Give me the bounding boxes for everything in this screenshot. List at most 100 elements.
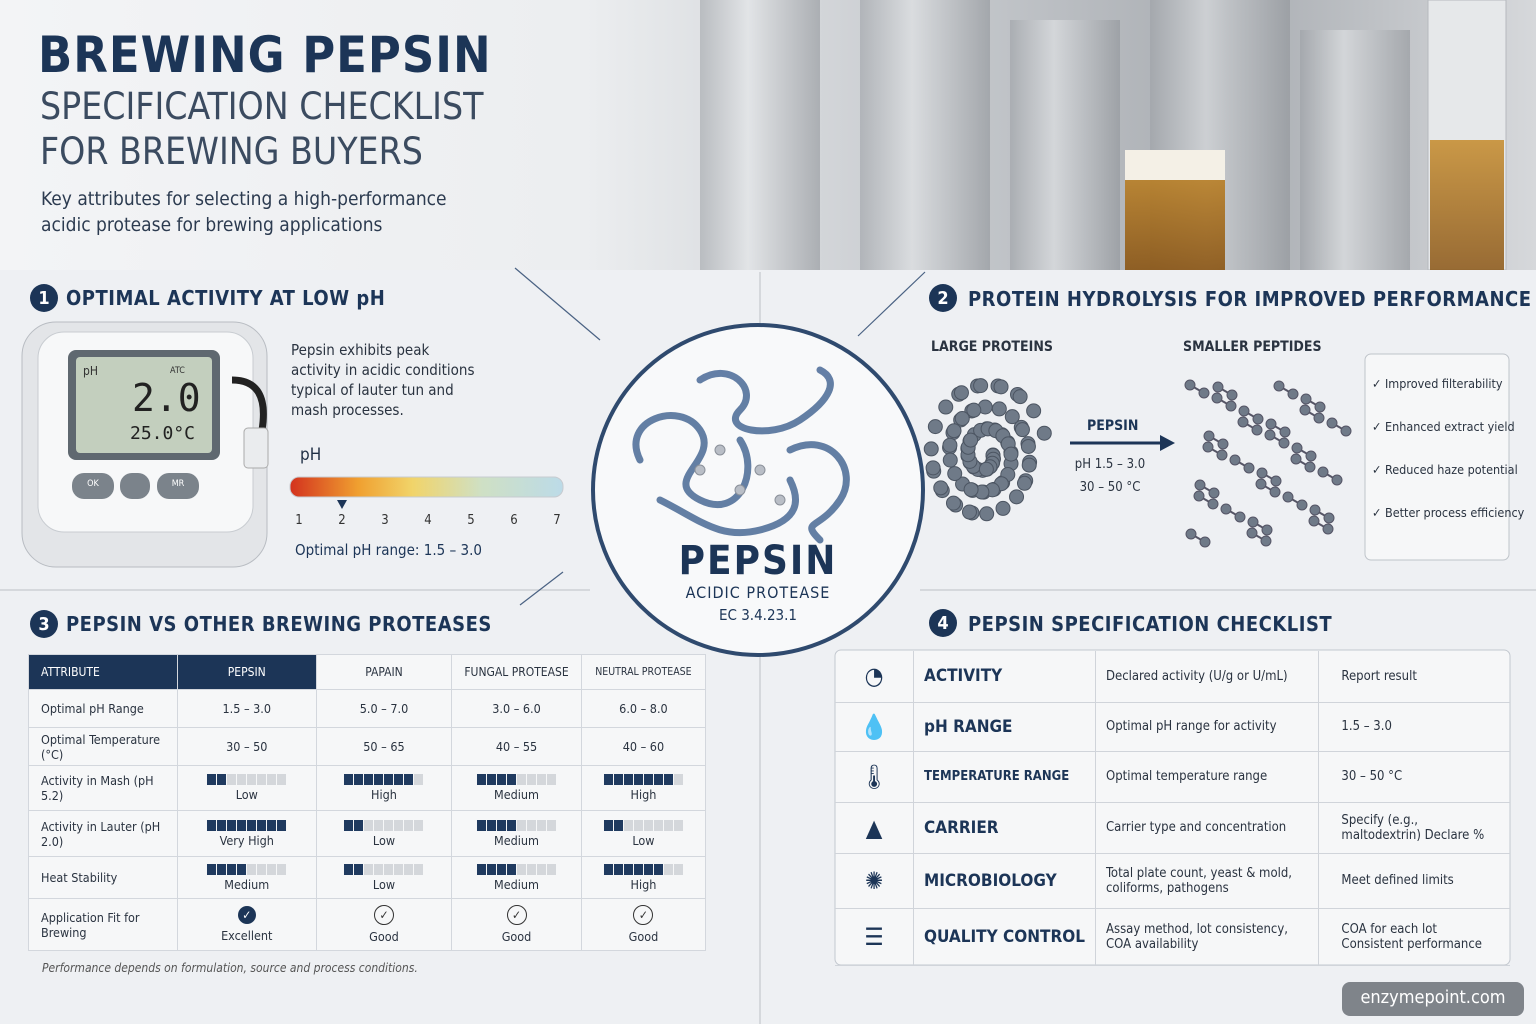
rating-square [537,863,547,875]
table-header: ATTRIBUTE PEPSIN PAPAIN FUNGAL PROTEASE NEUT… [28,654,707,690]
peptide-atom [1246,527,1258,539]
benefit: ✓ Reduced haze potential [1372,462,1518,477]
peptide-atom [1265,418,1277,430]
table-cell: ✓ Good [315,898,453,951]
rating-square [487,774,497,785]
protein-sphere [979,506,995,522]
table-cell: 1.5 – 3.0 [176,689,317,728]
peptide-atom [1220,503,1232,515]
scale-tick-label: 1 [295,513,302,528]
rating-square [507,819,517,831]
footnote: Performance depends on formulation, sour… [42,961,418,975]
rating-square [547,819,557,831]
rating-square [517,863,527,875]
protein-sphere [995,500,1011,516]
rating-square [603,819,613,831]
rating-text: Medium [224,876,270,892]
section-number: 2 [929,284,957,312]
scale-tick-label: 5 [467,513,474,528]
peptide-atom [1323,512,1335,524]
check-icon: ✓ [633,905,654,925]
peptide-atom [1331,474,1343,486]
peptide-atom [1278,437,1290,449]
rating-square [354,819,364,831]
rating-square [404,774,414,785]
peptide-atom [1261,524,1273,536]
rating-square [643,863,653,875]
protein-sphere [945,495,961,511]
protein-sphere [993,379,1009,395]
section-number: 4 [929,609,957,637]
rating-square [603,863,613,875]
cell-value: 1.5 – 3.0 [222,701,272,716]
description-line: acidic protease for brewing applications [41,214,383,236]
rating-square [344,774,354,785]
protein-sphere [1020,438,1036,454]
cell-value: 50 – 65 [363,739,405,754]
scale-tick-label: 2 [338,513,345,528]
table-cell: 50 – 65 [315,727,453,766]
rating-square [507,863,517,875]
spec-description: Optimal temperature range [1095,751,1320,803]
protein-sphere [963,432,979,448]
benefit: ✓ Enhanced extract yield [1372,419,1515,434]
rating-square [673,774,683,785]
table-row: Optimal Temperature (°C) 30 – 50 50 – 65 40… [28,727,707,766]
rating-square [394,774,404,785]
rating-square [384,863,394,875]
cell-value: 6.0 – 8.0 [619,701,668,716]
peptide-atom [1212,381,1224,393]
row-icon: 💧 [835,702,915,752]
section-number: 1 [30,284,58,312]
table-cell: Low [580,810,707,857]
peptide-atom [1279,426,1291,438]
cell-value: 40 – 60 [622,739,665,754]
benefit: ✓ Better process efficiency [1372,505,1525,520]
rating-square [477,819,487,831]
rating-square [623,819,633,831]
spec-requirement: 30 – 50 °C [1318,751,1510,803]
protein-sphere [1021,457,1037,473]
left-label: LARGE PROTEINS [931,339,1053,355]
table-cell: ✓ Good [580,898,707,951]
spec-name: pH RANGE [913,702,1096,752]
rating-text: High [630,787,657,802]
rating-square [267,863,277,875]
checklist-table: ◔ ACTIVITY Declared activity (U/g or U/mL)… [835,651,1510,966]
condition: 30 – 50 °C [1079,480,1141,495]
rating-square [497,863,507,875]
rating-square [633,819,643,831]
rating-square [537,774,547,785]
scale-label: pH [300,445,322,465]
text-line: mash processes. [291,401,404,419]
rating-square [237,863,247,875]
rating-bar [452,863,581,875]
rating-square [207,774,217,785]
peptide-atom [1300,393,1312,405]
rating-text: Low [235,787,258,802]
table-row: Heat Stability Medium Low Medium High [28,856,707,899]
protein-sphere [1009,489,1025,505]
rating-square [384,774,394,785]
table-cell: Low [315,856,453,899]
meter-unit: pH [83,364,98,378]
peptide-atom [1317,466,1329,478]
rating-square [247,774,257,785]
peptide-atom [1256,467,1268,479]
protein-sphere [961,504,977,520]
spec-description: Optimal pH range for activity [1095,702,1320,752]
rating-square [354,863,364,875]
rating-text: Low [372,876,396,892]
row-icon: ☰ [835,908,915,966]
spec-requirement: COA for each lot Consistent performance [1318,908,1510,966]
rating-bar [178,819,316,831]
peptide-atom [1243,462,1255,474]
rating-square [613,863,623,875]
rating-square [517,819,527,831]
rating-bar [452,774,581,785]
checklist-row: ✺ MICROBIOLOGY Total plate count, yeast & … [835,853,1510,909]
protein-sphere [938,399,954,415]
peptide-atom [1238,405,1250,417]
checklist-row: ▲ CARRIER Carrier type and concentration Sp… [835,802,1510,854]
